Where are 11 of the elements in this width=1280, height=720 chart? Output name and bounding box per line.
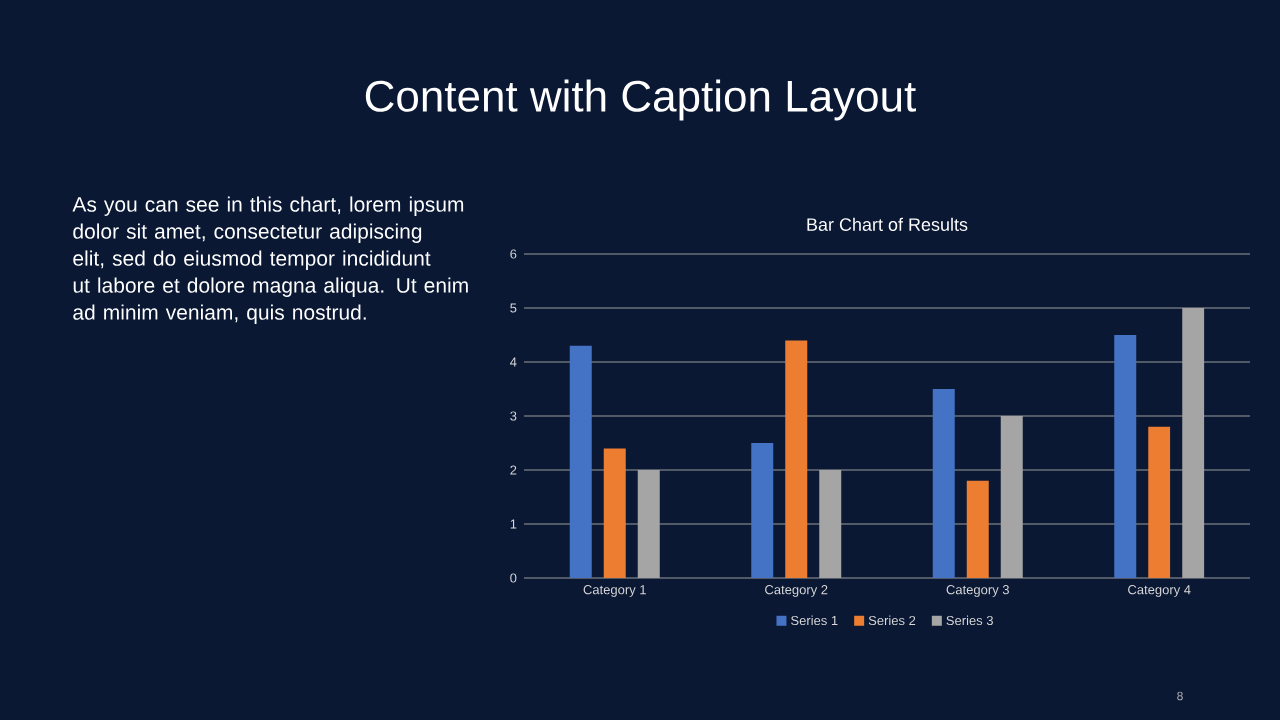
bar xyxy=(603,448,626,578)
bar xyxy=(569,345,592,578)
bar xyxy=(785,340,808,578)
text: Content with Caption Layout xyxy=(365,79,916,121)
bar xyxy=(932,389,955,578)
chart-title: Bar Chart of Results xyxy=(807,217,968,231)
bar xyxy=(751,443,774,578)
bar xyxy=(966,480,989,578)
bar xyxy=(1148,426,1171,578)
text: As you can see in this chart, lorem ipsum dolor sit amet, consectetur adipiscing elit, sed do eiusmod tempor incididunt ut labore et dolore magna aliqua. Ut enim ad minim veniam, quis nostrud. xyxy=(72,196,468,324)
bar xyxy=(1114,335,1137,578)
